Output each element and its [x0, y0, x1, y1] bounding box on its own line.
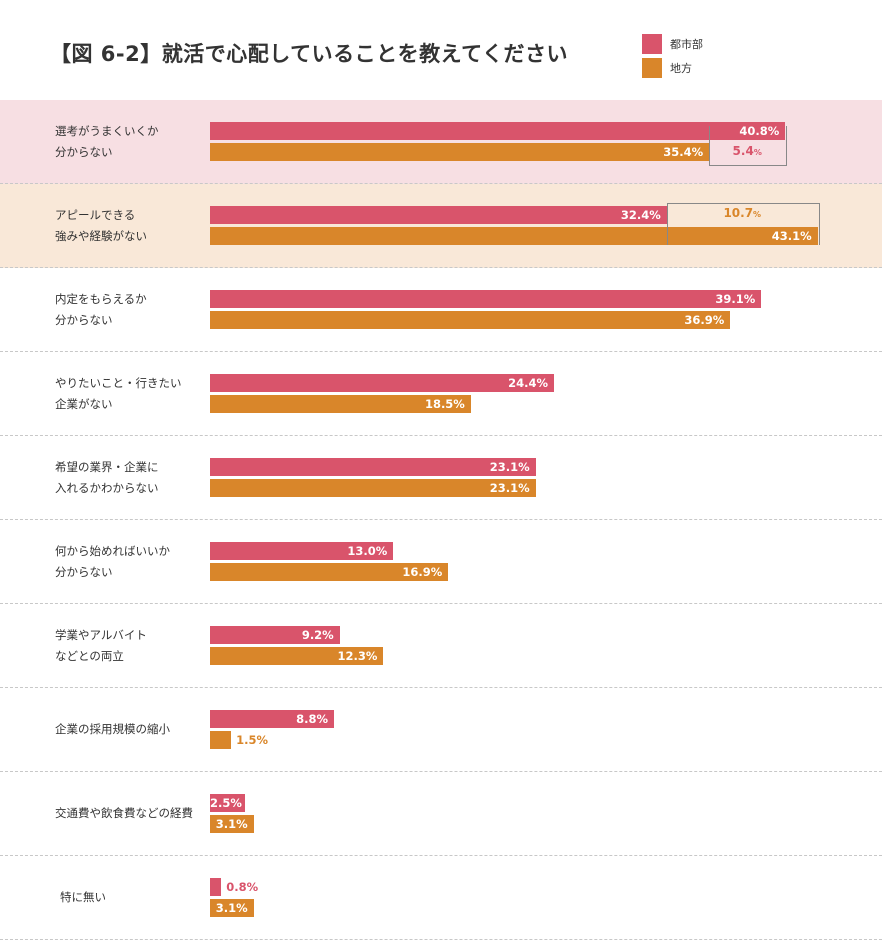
- category-label: やりたいこと・行きたい 企業がない: [55, 376, 182, 411]
- difference-label: 5.4%: [709, 144, 785, 158]
- bar-rural: [210, 479, 536, 497]
- bar-urban: [210, 122, 786, 140]
- value-label-rural: 3.1%: [215, 901, 248, 915]
- value-label-rural: 12.3%: [337, 649, 378, 663]
- category-label: 内定をもらえるか 分からない: [55, 292, 147, 327]
- value-label-urban: 2.5%: [210, 796, 242, 810]
- difference-unit: %: [753, 148, 762, 157]
- value-label-rural: 1.5%: [236, 733, 269, 747]
- difference-value: 5.4: [732, 144, 754, 158]
- value-label-urban: 0.8%: [226, 880, 259, 894]
- bar-urban: [210, 542, 394, 560]
- value-label-urban: 9.2%: [301, 628, 334, 642]
- bar-rural: [210, 815, 254, 833]
- difference-value: 10.7: [723, 206, 754, 220]
- value-label-urban: 8.8%: [296, 712, 329, 726]
- value-label-urban: 23.1%: [489, 460, 530, 474]
- chart-title: 【図 6-2】就活で心配していることを教えてください: [50, 42, 568, 66]
- value-label-rural: 16.9%: [402, 565, 443, 579]
- legend-label-rural: 地方: [670, 62, 692, 75]
- bar-rural: [210, 647, 384, 665]
- bar-urban: [210, 710, 335, 728]
- value-label-urban: 24.4%: [508, 376, 549, 390]
- value-label-rural: 23.1%: [489, 481, 530, 495]
- bar-rural: [210, 227, 818, 245]
- legend-item-urban: 都市部: [642, 34, 703, 54]
- bar-urban: [210, 458, 536, 476]
- category-label: 希望の業界・企業に 入れるかわからない: [55, 460, 159, 495]
- chart-row: 特に無い 0.8% 3.1%: [0, 856, 882, 940]
- category-label: 何から始めればいいか 分からない: [55, 544, 170, 579]
- chart-row: 希望の業界・企業に 入れるかわからない 23.1% 23.1%: [0, 436, 882, 520]
- bar-urban: [210, 206, 667, 224]
- legend-swatch-urban: [642, 34, 662, 54]
- chart-row: アピールできる 強みや経験がない 32.4% 43.1% 10.7%: [0, 184, 882, 268]
- difference-label: 10.7%: [667, 206, 818, 220]
- bar-rural: [210, 731, 232, 749]
- value-label-urban: 39.1%: [715, 292, 756, 306]
- bar-urban: [210, 374, 555, 392]
- legend-item-rural: 地方: [642, 58, 692, 78]
- value-label-urban: 32.4%: [620, 208, 661, 222]
- bar-urban: [210, 290, 762, 308]
- bar-rural: [210, 311, 731, 329]
- value-label-urban: 13.0%: [347, 544, 388, 558]
- difference-bracket: [709, 126, 788, 166]
- chart-row: 交通費や飲食費などの経費 2.5% 3.1%: [0, 772, 882, 856]
- category-label: 選考がうまくいくか 分からない: [55, 124, 159, 159]
- value-label-rural: 18.5%: [424, 397, 465, 411]
- value-label-rural: 35.4%: [663, 145, 704, 159]
- legend-swatch-rural: [642, 58, 662, 78]
- value-label-urban: 40.8%: [739, 124, 780, 138]
- value-label-rural: 36.9%: [684, 313, 725, 327]
- bar-rural: [210, 563, 449, 581]
- category-label: 学業やアルバイト などとの両立: [55, 628, 147, 663]
- chart-row: やりたいこと・行きたい 企業がない 24.4% 18.5%: [0, 352, 882, 436]
- bar-urban: [210, 794, 246, 812]
- difference-unit: %: [753, 210, 762, 219]
- chart-row: 企業の採用規模の縮小 8.8% 1.5%: [0, 688, 882, 772]
- bar-rural: [210, 143, 710, 161]
- bar-rural: [210, 395, 471, 413]
- chart-row: 選考がうまくいくか 分からない 40.8% 35.4% 5.4%: [0, 100, 882, 184]
- category-label: 特に無い: [60, 890, 106, 904]
- legend-label-urban: 都市部: [670, 38, 703, 51]
- value-label-rural: 3.1%: [215, 817, 248, 831]
- chart-row: 何から始めればいいか 分からない 13.0% 16.9%: [0, 520, 882, 604]
- bar-rural: [210, 899, 254, 917]
- category-label: 企業の採用規模の縮小: [55, 722, 170, 736]
- chart-row: 学業やアルバイト などとの両立 9.2% 12.3%: [0, 604, 882, 688]
- difference-bracket: [666, 203, 820, 245]
- chart-row: 内定をもらえるか 分からない 39.1% 36.9%: [0, 268, 882, 352]
- category-label: アピールできる 強みや経験がない: [55, 208, 147, 243]
- bar-urban: [210, 626, 340, 644]
- value-label-rural: 43.1%: [771, 229, 812, 243]
- category-label: 交通費や飲食費などの経費: [55, 806, 193, 820]
- bar-urban: [210, 878, 222, 896]
